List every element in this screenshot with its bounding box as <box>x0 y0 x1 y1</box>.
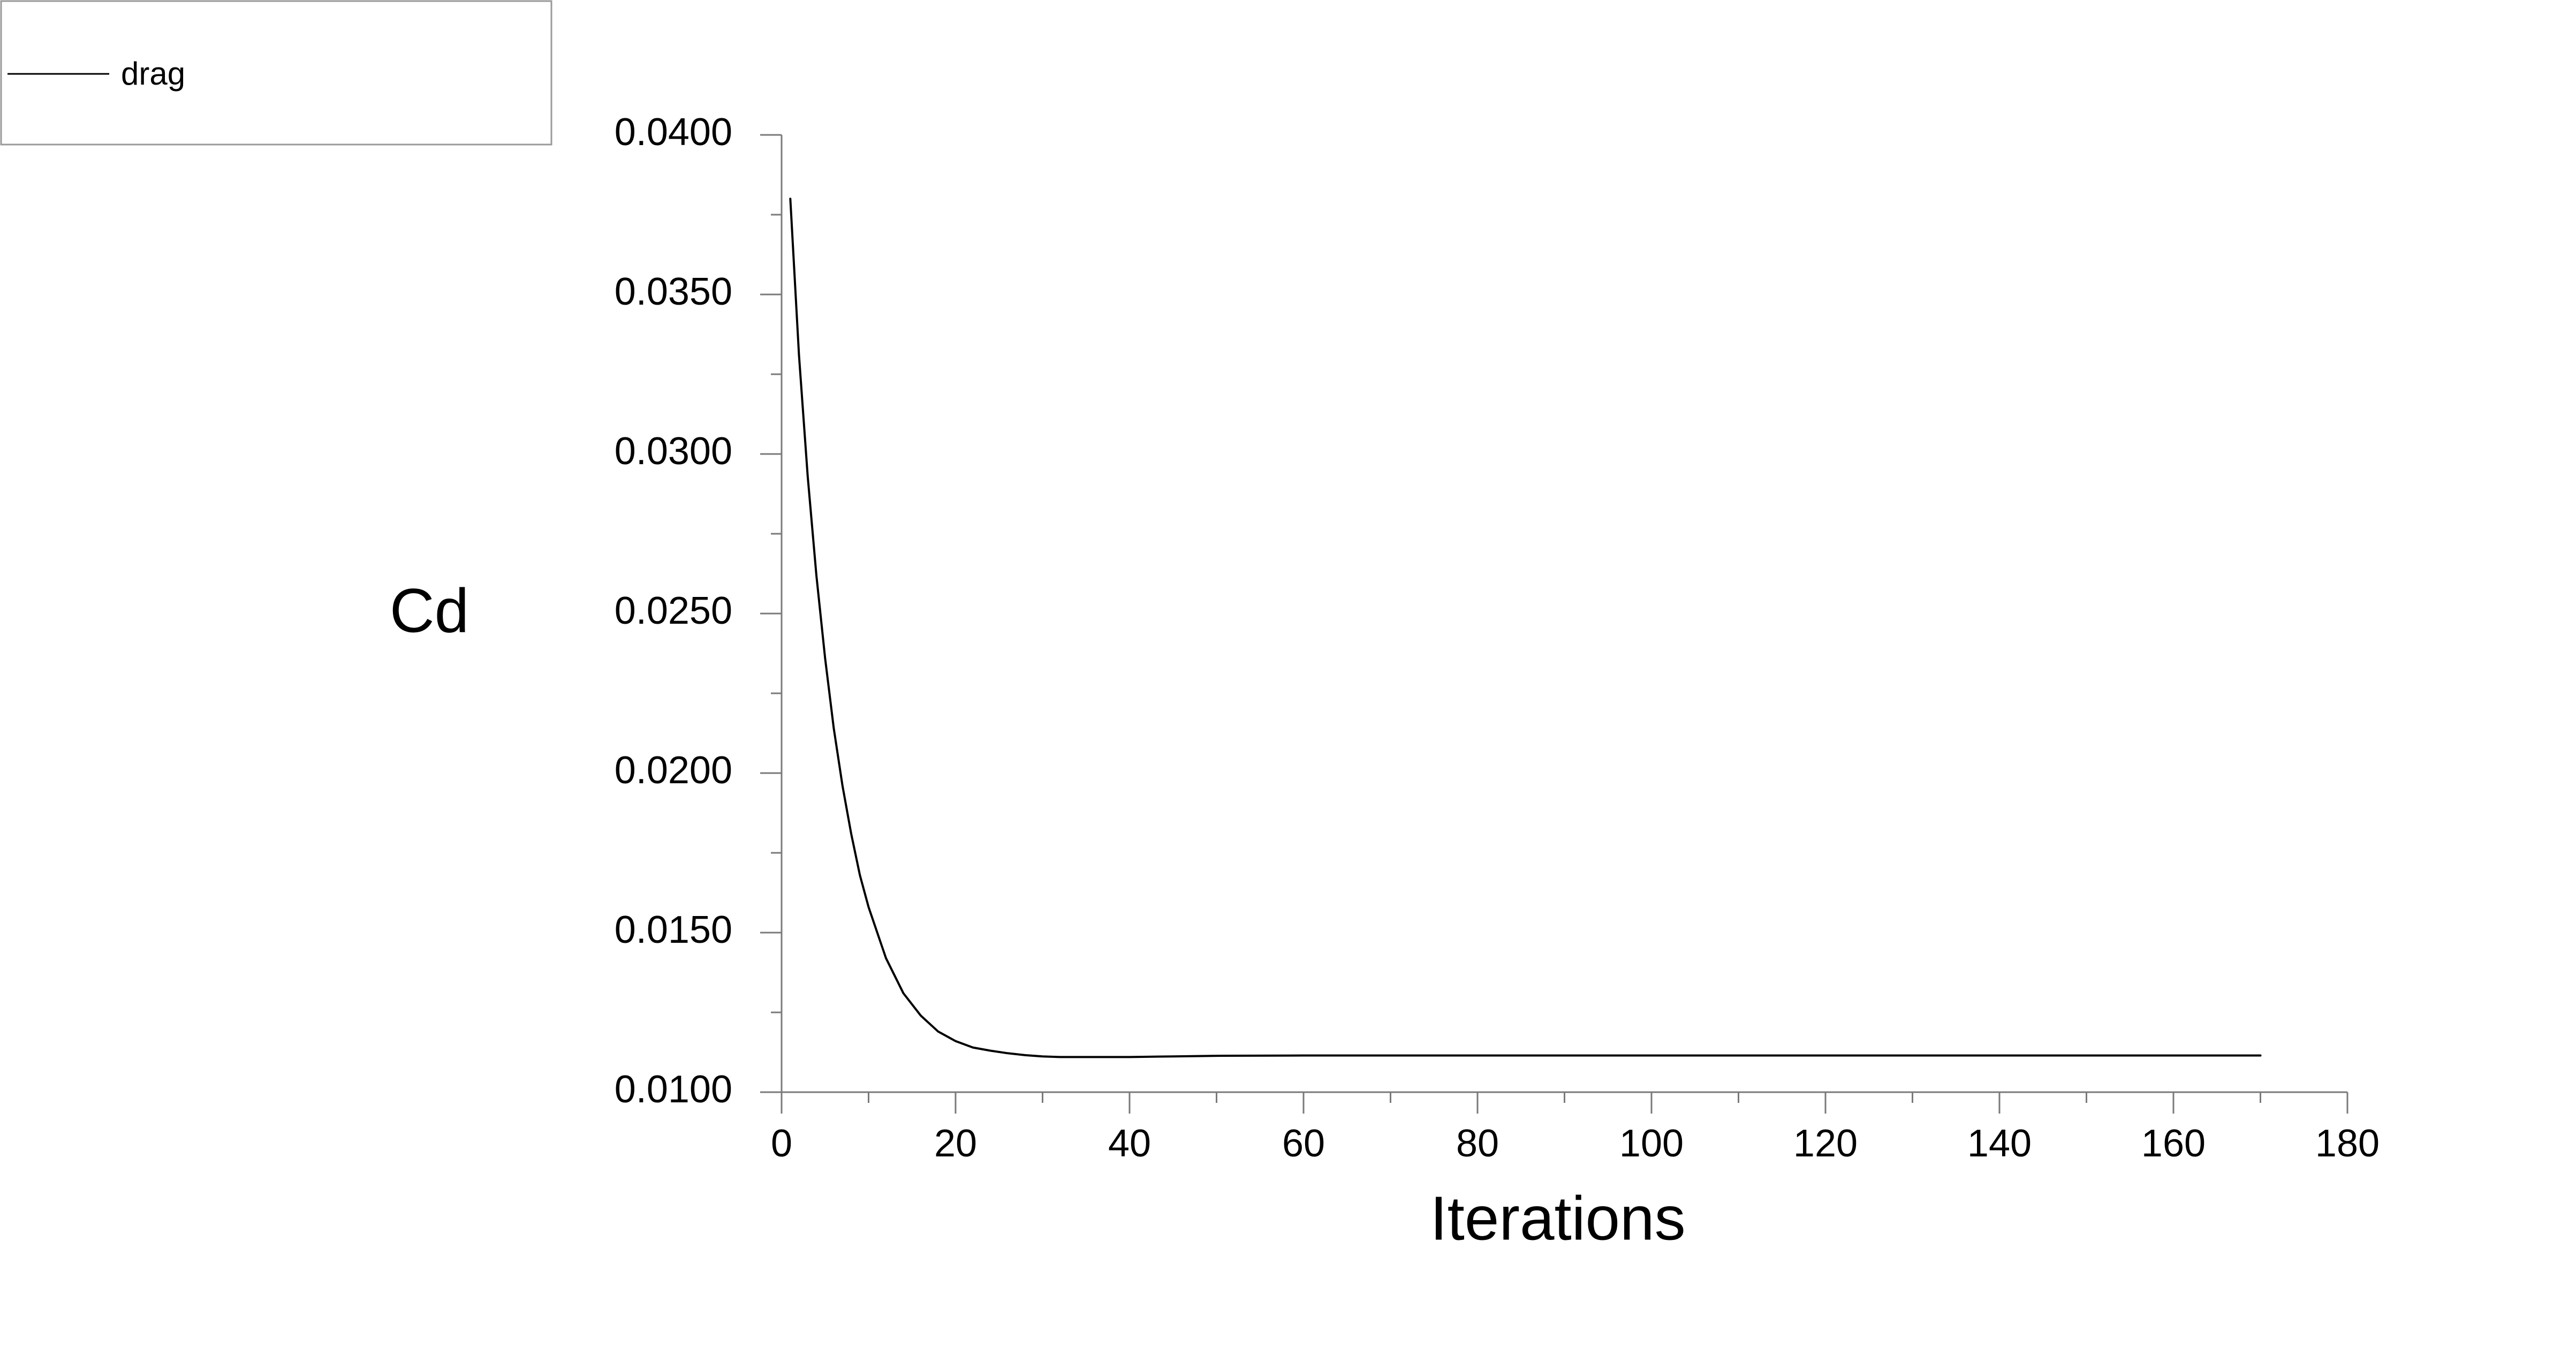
y-tick-label: 0.0350 <box>615 270 732 313</box>
legend-label-drag: drag <box>121 56 185 92</box>
legend-box <box>0 0 552 146</box>
x-tick-label: 100 <box>1619 1122 1684 1165</box>
x-tick-label: 160 <box>2141 1122 2206 1165</box>
x-tick-label: 140 <box>1967 1122 2032 1165</box>
x-tick-label: 180 <box>2315 1122 2380 1165</box>
x-tick-label: 120 <box>1793 1122 1858 1165</box>
x-tick-label: 0 <box>771 1122 792 1165</box>
legend: drag <box>0 0 552 146</box>
y-tick-label: 0.0200 <box>615 749 732 792</box>
y-axis-label: Cd <box>390 576 469 646</box>
y-tick-label: 0.0400 <box>615 111 732 154</box>
series-group <box>789 198 2262 1058</box>
x-tick-label: 80 <box>1456 1122 1499 1165</box>
y-tick-label: 0.0300 <box>615 430 732 473</box>
y-tick-label: 0.0100 <box>615 1068 732 1111</box>
series-line-drag <box>789 198 2262 1058</box>
y-tick-label: 0.0250 <box>615 589 732 632</box>
y-tick-label: 0.0150 <box>615 909 732 951</box>
x-tick-label: 60 <box>1282 1122 1325 1165</box>
axes: 0.0100 0.0150 0.0200 0.0250 0.0300 0.0350 0.04… <box>615 111 2380 1165</box>
x-tick-label: 40 <box>1108 1122 1151 1165</box>
x-axis-label: Iterations <box>1430 1184 1685 1253</box>
x-tick-label: 20 <box>934 1122 977 1165</box>
